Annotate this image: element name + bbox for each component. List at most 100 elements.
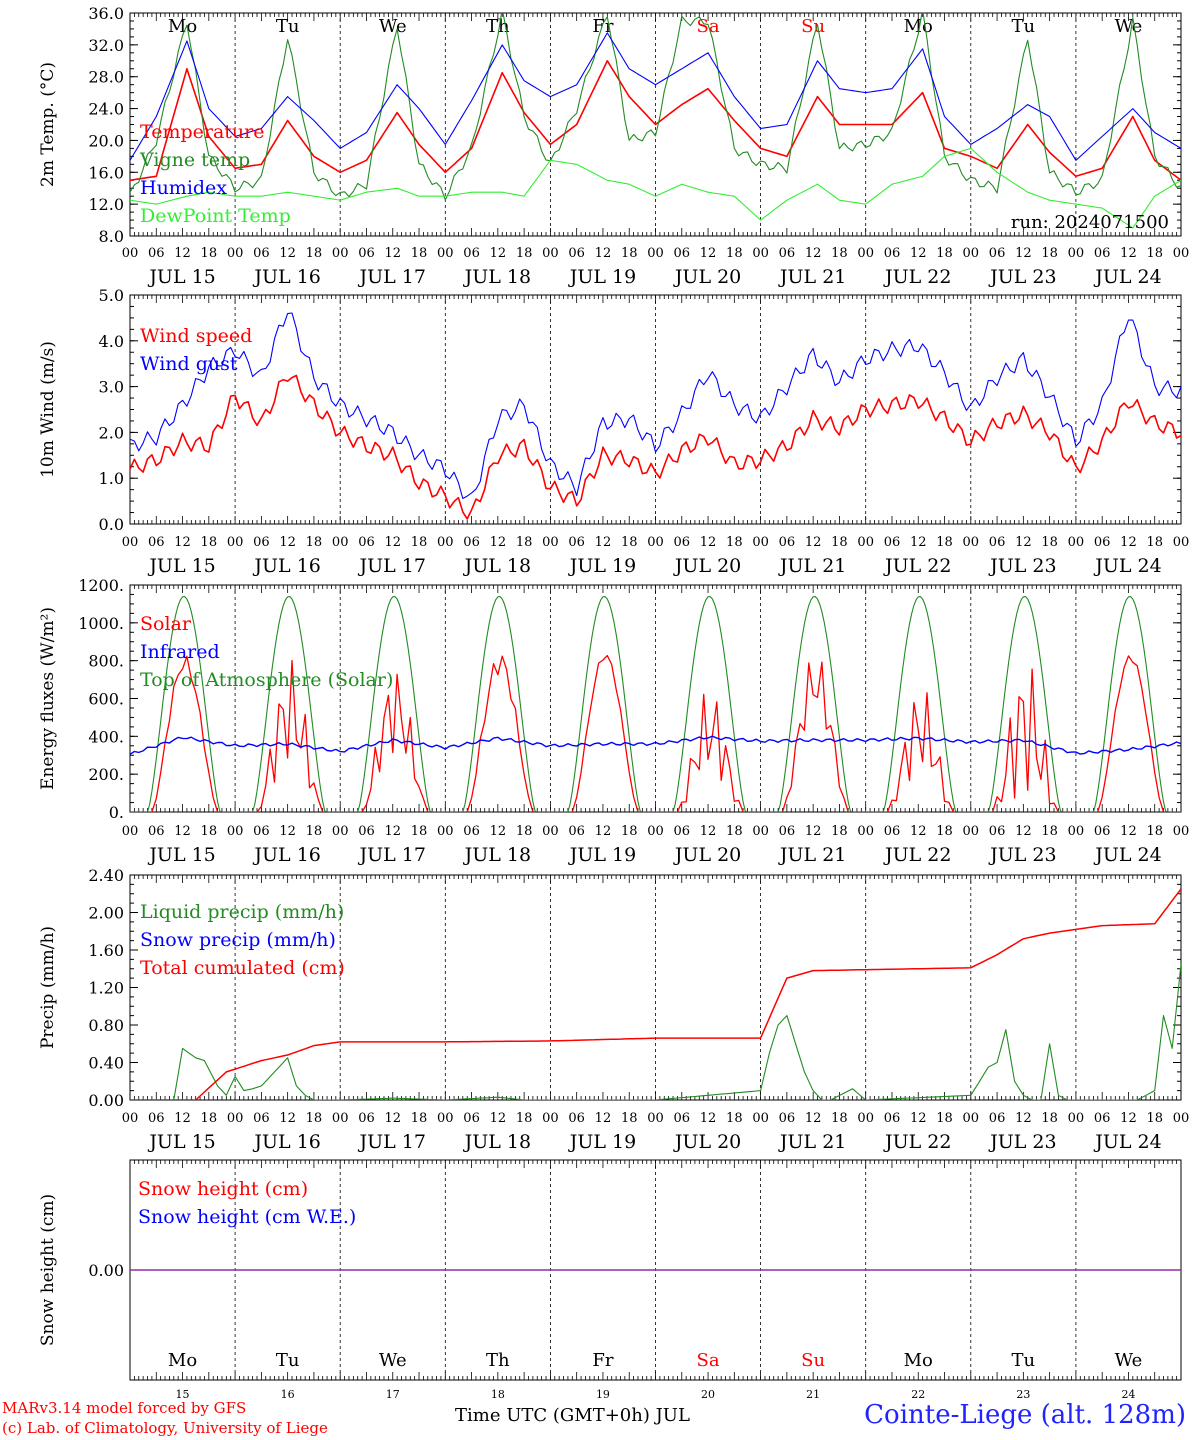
y-tick-label: 3.0 (99, 378, 124, 397)
x-tick-label: 06 (884, 824, 901, 839)
y-tick-label: 12.0 (88, 195, 124, 214)
y-tick-label: 800. (88, 652, 124, 671)
x-tick-label: 12 (595, 246, 612, 261)
legend-entry: Humidex (140, 177, 227, 199)
series-line-liquid-precip (130, 964, 1181, 1100)
x-tick-label: 18 (621, 824, 638, 839)
y-tick-label: 1.60 (88, 941, 124, 960)
x-tick-label: 06 (989, 535, 1006, 550)
x-tick-label: 12 (1120, 1111, 1137, 1126)
x-tick-label: 12 (279, 535, 296, 550)
y-tick-label: 4.0 (99, 332, 124, 351)
x-tick-label: 00 (227, 246, 244, 261)
x-tick-label: 06 (358, 535, 375, 550)
x-tick-label: 06 (463, 1111, 480, 1126)
x-tick-label: 12 (384, 535, 401, 550)
x-tick-label: 12 (490, 824, 507, 839)
x-tick-label: 06 (989, 824, 1006, 839)
x-tick-label: 18 (726, 824, 743, 839)
series-line-wind-speed (130, 374, 1181, 520)
x-tick-label: 12 (490, 535, 507, 550)
x-tick-label: 00 (332, 1111, 349, 1126)
x-tick-label: 06 (568, 1111, 585, 1126)
legend-entry: Snow precip (mm/h) (140, 929, 336, 951)
x-tick-label: 12 (1015, 535, 1032, 550)
x-tick-label: 06 (674, 535, 691, 550)
x-tick-label: 12 (700, 535, 717, 550)
x-tick-label: 06 (358, 246, 375, 261)
x-tick-label: 12 (1120, 246, 1137, 261)
y-tick-label: 2.0 (99, 423, 124, 442)
x-tick-label: 00 (1173, 535, 1190, 550)
y-axis-label: Snow height (cm) (38, 1194, 58, 1346)
weekday-label: Mo (168, 16, 197, 37)
weekday-label: Su (801, 16, 825, 37)
x-tick-label: 06 (884, 1111, 901, 1126)
x-tick-label: 06 (1094, 824, 1111, 839)
y-tick-label: 1200. (78, 576, 124, 595)
x-tick-label: 12 (279, 246, 296, 261)
x-tick-label: 06 (779, 246, 796, 261)
date-label: JUL 23 (988, 266, 1056, 288)
date-label: JUL 20 (673, 555, 741, 577)
x-tick-label: 06 (463, 535, 480, 550)
x-tick-label: 18 (411, 1111, 428, 1126)
x-tick-label: 12 (805, 1111, 822, 1126)
date-label: JUL 18 (463, 844, 531, 866)
x-tick-label: 00 (752, 824, 769, 839)
x-tick-label: 12 (910, 535, 927, 550)
x-tick-label: 06 (674, 1111, 691, 1126)
date-label: JUL 15 (147, 555, 215, 577)
weekday-label: Mo (904, 1350, 933, 1371)
legend-entry: Infrared (140, 641, 220, 663)
date-label: JUL 20 (673, 844, 741, 866)
date-label: JUL 20 (673, 1131, 741, 1153)
x-tick-label: 06 (148, 824, 165, 839)
x-tick-label: 12 (805, 824, 822, 839)
series-line-total-cumulated (130, 888, 1181, 1100)
day-number-label: 18 (491, 1388, 505, 1401)
x-tick-label: 18 (411, 824, 428, 839)
x-tick-label: 06 (674, 824, 691, 839)
x-tick-label: 00 (963, 824, 980, 839)
x-tick-label: 00 (542, 535, 559, 550)
copyright-credit: (c) Lab. of Climatology, University of L… (2, 1419, 328, 1437)
x-tick-label: 00 (227, 535, 244, 550)
x-tick-label: 18 (411, 535, 428, 550)
x-tick-label: 18 (726, 1111, 743, 1126)
x-tick-label: 06 (253, 824, 270, 839)
day-number-label: 17 (386, 1388, 400, 1401)
x-tick-label: 18 (516, 246, 533, 261)
x-tick-label: 18 (831, 824, 848, 839)
x-tick-label: 18 (411, 246, 428, 261)
y-axis-label: Precip (mm/h) (38, 926, 58, 1049)
x-tick-label: 12 (174, 824, 191, 839)
series-line-temperature (130, 60, 1181, 182)
x-tick-label: 12 (805, 535, 822, 550)
x-tick-label: 00 (752, 1111, 769, 1126)
day-number-label: 23 (1016, 1388, 1030, 1401)
model-credit: MARv3.14 model forced by GFS (2, 1399, 247, 1417)
x-tick-label: 00 (1173, 824, 1190, 839)
x-tick-label: 06 (1094, 1111, 1111, 1126)
date-label: JUL 18 (463, 1131, 531, 1153)
series-group (130, 13, 1181, 229)
weekday-label: Fr (592, 1350, 613, 1371)
series-line-toa-solar (130, 596, 1181, 812)
series-line-dewpoint-temp (130, 147, 1181, 229)
x-tick-label: 18 (306, 824, 323, 839)
x-tick-label: 00 (122, 824, 139, 839)
x-tick-label: 18 (1146, 246, 1163, 261)
weekday-label: We (1115, 16, 1143, 37)
series-line-wind-gust (130, 312, 1181, 500)
date-label: JUL 17 (358, 844, 426, 866)
y-tick-label: 24.0 (88, 100, 124, 119)
x-tick-label: 06 (253, 246, 270, 261)
x-tick-label: 00 (1068, 824, 1085, 839)
x-tick-label: 12 (805, 246, 822, 261)
x-tick-label: 06 (148, 246, 165, 261)
x-tick-label: 00 (857, 824, 874, 839)
date-label: JUL 22 (883, 555, 951, 577)
x-tick-label: 18 (936, 246, 953, 261)
y-tick-label: 0.00 (88, 1261, 124, 1280)
